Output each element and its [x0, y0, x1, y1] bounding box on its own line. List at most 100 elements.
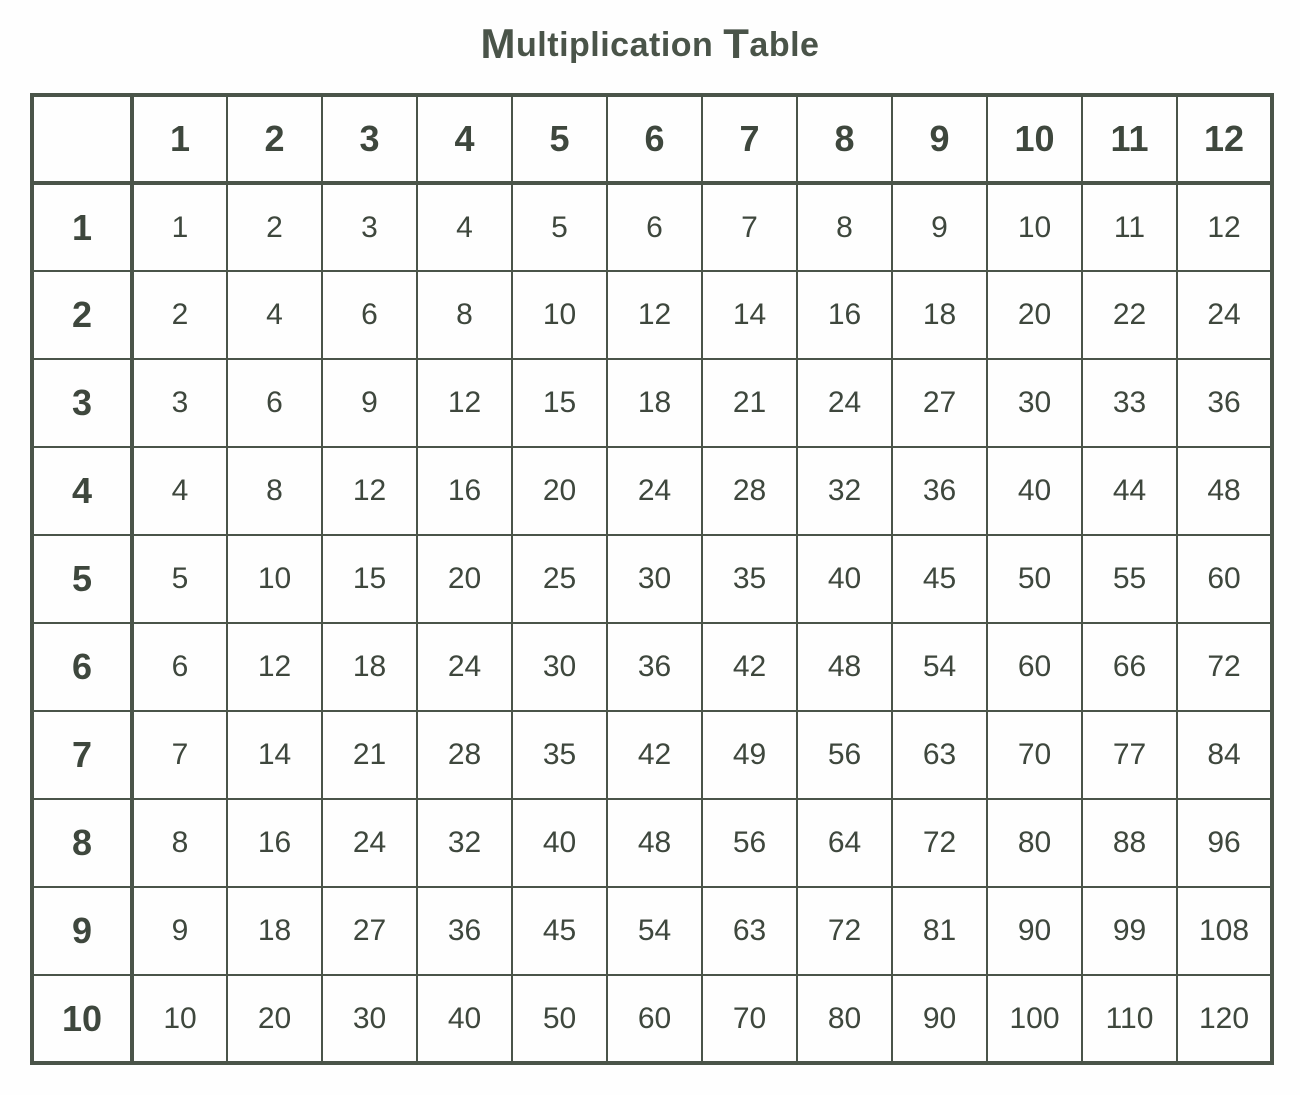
- table-cell: 77: [1082, 711, 1177, 799]
- corner-cell: [32, 95, 132, 183]
- row-header: 4: [32, 447, 132, 535]
- col-header: 7: [702, 95, 797, 183]
- table-row: 881624324048566472808896: [32, 799, 1272, 887]
- table-cell: 4: [132, 447, 227, 535]
- table-cell: 12: [1177, 183, 1272, 271]
- table-row: 551015202530354045505560: [32, 535, 1272, 623]
- table-cell: 48: [797, 623, 892, 711]
- table-cell: 60: [1177, 535, 1272, 623]
- table-row: 224681012141618202224: [32, 271, 1272, 359]
- table-cell: 16: [227, 799, 322, 887]
- table-cell: 33: [1082, 359, 1177, 447]
- table-cell: 3: [322, 183, 417, 271]
- table-cell: 12: [322, 447, 417, 535]
- table-cell: 10: [987, 183, 1082, 271]
- table-cell: 20: [987, 271, 1082, 359]
- table-cell: 50: [512, 975, 607, 1063]
- table-cell: 54: [607, 887, 702, 975]
- table-cell: 27: [892, 359, 987, 447]
- col-header: 9: [892, 95, 987, 183]
- table-cell: 45: [512, 887, 607, 975]
- table-cell: 20: [227, 975, 322, 1063]
- table-cell: 90: [987, 887, 1082, 975]
- table-cell: 25: [512, 535, 607, 623]
- table-cell: 42: [607, 711, 702, 799]
- table-cell: 6: [227, 359, 322, 447]
- table-cell: 63: [702, 887, 797, 975]
- table-cell: 56: [702, 799, 797, 887]
- table-cell: 18: [892, 271, 987, 359]
- header-row: 1 2 3 4 5 6 7 8 9 10 11 12: [32, 95, 1272, 183]
- row-header: 9: [32, 887, 132, 975]
- row-header: 1: [32, 183, 132, 271]
- col-header: 5: [512, 95, 607, 183]
- table-cell: 96: [1177, 799, 1272, 887]
- table-cell: 7: [132, 711, 227, 799]
- row-header: 5: [32, 535, 132, 623]
- table-cell: 2: [132, 271, 227, 359]
- table-cell: 4: [417, 183, 512, 271]
- table-cell: 24: [797, 359, 892, 447]
- col-header: 8: [797, 95, 892, 183]
- table-cell: 12: [607, 271, 702, 359]
- table-cell: 1: [132, 183, 227, 271]
- table-cell: 20: [512, 447, 607, 535]
- table-cell: 5: [512, 183, 607, 271]
- table-cell: 70: [987, 711, 1082, 799]
- table-body: 1123456789101112224681012141618202224336…: [32, 183, 1272, 1063]
- table-cell: 72: [1177, 623, 1272, 711]
- table-row: 9918273645546372819099108: [32, 887, 1272, 975]
- table-cell: 14: [702, 271, 797, 359]
- table-cell: 21: [322, 711, 417, 799]
- table-cell: 36: [1177, 359, 1272, 447]
- page-title: Multiplication Table: [30, 20, 1270, 68]
- table-cell: 22: [1082, 271, 1177, 359]
- table-cell: 64: [797, 799, 892, 887]
- table-cell: 8: [797, 183, 892, 271]
- table-cell: 24: [607, 447, 702, 535]
- table-cell: 10: [512, 271, 607, 359]
- multiplication-table: 1 2 3 4 5 6 7 8 9 10 11 12 1123456789101…: [30, 93, 1274, 1065]
- table-cell: 12: [417, 359, 512, 447]
- table-cell: 60: [607, 975, 702, 1063]
- title-part-1: ultiplication: [516, 26, 723, 64]
- table-cell: 48: [1177, 447, 1272, 535]
- table-cell: 9: [322, 359, 417, 447]
- title-part-2: able: [749, 26, 819, 64]
- table-row: 3369121518212427303336: [32, 359, 1272, 447]
- row-header: 2: [32, 271, 132, 359]
- title-cap-m: M: [481, 20, 517, 67]
- table-cell: 35: [512, 711, 607, 799]
- table-row: 661218243036424854606672: [32, 623, 1272, 711]
- table-cell: 18: [607, 359, 702, 447]
- table-cell: 9: [132, 887, 227, 975]
- table-cell: 24: [322, 799, 417, 887]
- table-cell: 100: [987, 975, 1082, 1063]
- table-cell: 16: [417, 447, 512, 535]
- table-cell: 30: [322, 975, 417, 1063]
- table-cell: 55: [1082, 535, 1177, 623]
- row-header: 3: [32, 359, 132, 447]
- table-cell: 7: [702, 183, 797, 271]
- table-cell: 12: [227, 623, 322, 711]
- title-cap-t: T: [723, 20, 749, 67]
- table-cell: 15: [322, 535, 417, 623]
- table-cell: 32: [797, 447, 892, 535]
- table-cell: 36: [417, 887, 512, 975]
- table-cell: 30: [607, 535, 702, 623]
- table-cell: 66: [1082, 623, 1177, 711]
- table-cell: 45: [892, 535, 987, 623]
- table-cell: 18: [322, 623, 417, 711]
- table-cell: 2: [227, 183, 322, 271]
- table-cell: 16: [797, 271, 892, 359]
- table-cell: 28: [702, 447, 797, 535]
- table-cell: 20: [417, 535, 512, 623]
- table-cell: 24: [417, 623, 512, 711]
- table-cell: 60: [987, 623, 1082, 711]
- col-header: 2: [227, 95, 322, 183]
- table-row: 1123456789101112: [32, 183, 1272, 271]
- table-cell: 6: [132, 623, 227, 711]
- table-row: 44812162024283236404448: [32, 447, 1272, 535]
- table-cell: 8: [132, 799, 227, 887]
- table-cell: 40: [797, 535, 892, 623]
